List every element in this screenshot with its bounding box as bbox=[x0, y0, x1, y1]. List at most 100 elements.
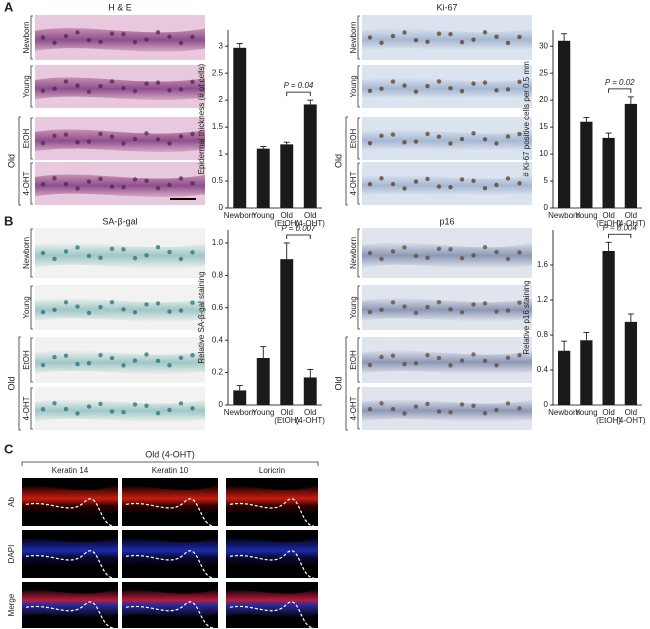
cell bbox=[436, 300, 442, 305]
error-bar bbox=[283, 141, 290, 145]
panel-label: B bbox=[4, 213, 13, 228]
cell bbox=[178, 355, 184, 361]
cell bbox=[379, 307, 384, 313]
y-tick-label: 30 bbox=[539, 41, 548, 50]
cell bbox=[459, 358, 465, 363]
error-bar bbox=[605, 241, 612, 251]
signal bbox=[22, 485, 118, 516]
cell bbox=[402, 186, 407, 191]
cell bbox=[132, 39, 138, 45]
cell bbox=[471, 37, 476, 42]
cell bbox=[367, 182, 373, 187]
cell bbox=[52, 176, 57, 181]
cell bbox=[494, 363, 499, 368]
bar bbox=[233, 390, 247, 405]
cell bbox=[178, 176, 184, 181]
cell bbox=[190, 131, 195, 137]
cell bbox=[190, 353, 195, 358]
image-title: Ki-67 bbox=[436, 2, 457, 12]
cell bbox=[379, 40, 384, 46]
basement-membrane bbox=[125, 601, 215, 629]
cell bbox=[121, 141, 126, 146]
row-label: Young bbox=[22, 296, 31, 318]
cell bbox=[413, 361, 419, 366]
tissue bbox=[35, 298, 205, 322]
cell bbox=[448, 185, 453, 190]
significance-bracket bbox=[286, 234, 311, 239]
cell bbox=[390, 353, 396, 358]
cell bbox=[517, 406, 522, 411]
cell bbox=[471, 253, 476, 258]
bar bbox=[602, 137, 615, 208]
y-tick-label: 0.6 bbox=[212, 303, 224, 312]
cell bbox=[52, 133, 57, 138]
cell bbox=[121, 307, 126, 312]
image-title: SA-β-gal bbox=[102, 216, 137, 226]
cell bbox=[505, 176, 511, 181]
row-label: EtOH bbox=[349, 350, 358, 370]
cell bbox=[436, 355, 442, 361]
row-label: Newborn bbox=[22, 237, 31, 269]
row-label: 4-OHT bbox=[349, 171, 358, 195]
cell bbox=[40, 88, 46, 94]
cell bbox=[505, 401, 511, 406]
cell bbox=[190, 79, 195, 85]
tissue bbox=[35, 77, 205, 101]
panel-label: A bbox=[4, 0, 14, 14]
tissue bbox=[362, 350, 532, 375]
cell bbox=[167, 249, 172, 255]
cell bbox=[52, 86, 57, 91]
cell bbox=[40, 140, 46, 146]
tissue bbox=[35, 129, 205, 153]
error-bar bbox=[583, 331, 590, 341]
y-axis-label: # Ki-67 positive cells per 0.5 mm bbox=[522, 61, 531, 177]
cell bbox=[402, 411, 407, 416]
cell bbox=[75, 361, 80, 367]
cell bbox=[459, 255, 465, 261]
error-bar bbox=[260, 146, 267, 149]
cell bbox=[494, 182, 499, 188]
y-tick-label: 0 bbox=[219, 400, 224, 409]
row-bracket bbox=[357, 162, 360, 205]
row-bracket bbox=[357, 337, 360, 383]
cell bbox=[436, 246, 442, 252]
x-tick-label: Old (4-OHT) bbox=[616, 408, 646, 425]
cell bbox=[144, 81, 149, 86]
error-bar bbox=[627, 96, 634, 104]
cell bbox=[155, 186, 161, 191]
tissue bbox=[35, 399, 205, 423]
error-bar bbox=[260, 346, 267, 359]
cell bbox=[121, 363, 126, 368]
cell bbox=[40, 250, 46, 256]
error-bar bbox=[583, 116, 590, 122]
cell bbox=[390, 300, 396, 305]
cell bbox=[190, 250, 195, 255]
row-label: Young bbox=[349, 75, 358, 97]
image-title: p16 bbox=[439, 216, 454, 226]
row-bracket bbox=[30, 387, 33, 430]
cell bbox=[448, 247, 453, 252]
signal bbox=[122, 485, 218, 516]
p-value: P = 0.02 bbox=[605, 78, 635, 87]
tissue bbox=[362, 77, 532, 101]
cell bbox=[494, 407, 499, 413]
x-tick-label: Newborn bbox=[224, 211, 256, 220]
tissue bbox=[362, 399, 532, 423]
cell bbox=[402, 30, 407, 35]
cell bbox=[63, 79, 69, 84]
row-label: 4-OHT bbox=[22, 396, 31, 420]
cell bbox=[40, 35, 46, 40]
cell bbox=[379, 86, 384, 91]
cell bbox=[505, 134, 511, 139]
y-tick-label: 0.5 bbox=[212, 176, 224, 185]
cell bbox=[505, 87, 511, 92]
cell bbox=[86, 253, 92, 259]
cell bbox=[482, 358, 488, 364]
group-label: Old bbox=[333, 154, 343, 168]
y-tick-label: 1.6 bbox=[537, 260, 549, 269]
row-bracket bbox=[357, 285, 360, 330]
row-bracket bbox=[30, 337, 33, 383]
basement-membrane bbox=[25, 550, 115, 579]
y-tick-label: 5 bbox=[544, 176, 549, 185]
row-label: Young bbox=[349, 296, 358, 318]
